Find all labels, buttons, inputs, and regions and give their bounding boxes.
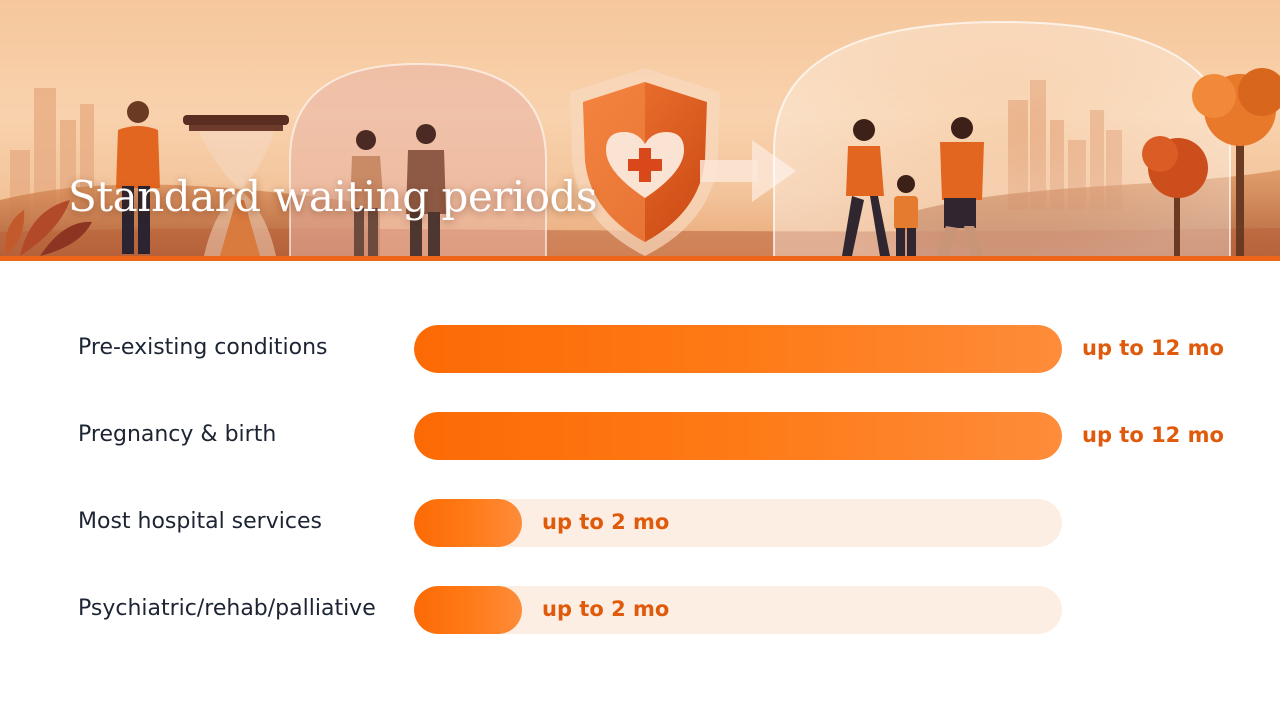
bar-track bbox=[414, 586, 1062, 634]
hero-banner: Standard waiting periods bbox=[0, 0, 1280, 256]
bar-value-label: up to 12 mo bbox=[1082, 423, 1224, 447]
bar-track bbox=[414, 325, 1062, 373]
bar-category-label: Pregnancy & birth bbox=[78, 422, 277, 447]
page-title: Standard waiting periods bbox=[68, 172, 597, 221]
hourglass-icon bbox=[183, 115, 289, 256]
banner-divider bbox=[0, 256, 1280, 261]
bar-fill bbox=[414, 586, 522, 634]
bar-fill bbox=[414, 412, 1062, 460]
leaves-icon bbox=[5, 200, 92, 256]
bar-track bbox=[414, 499, 1062, 547]
bar-track bbox=[414, 412, 1062, 460]
bar-value-label: up to 2 mo bbox=[542, 510, 670, 534]
bar-value-label: up to 2 mo bbox=[542, 597, 670, 621]
bar-value-label: up to 12 mo bbox=[1082, 336, 1224, 360]
waiting-periods-chart: Pre-existing conditions up to 12 mo Pregna… bbox=[0, 300, 1280, 680]
bar-category-label: Psychiatric/rehab/palliative bbox=[78, 596, 376, 621]
bar-fill bbox=[414, 325, 1062, 373]
bar-fill bbox=[414, 499, 522, 547]
bar-category-label: Most hospital services bbox=[78, 509, 322, 534]
hero-illustration bbox=[0, 20, 1280, 256]
couple-bubble-icon bbox=[289, 62, 547, 256]
bar-category-label: Pre-existing conditions bbox=[78, 335, 328, 360]
tree-icon bbox=[1142, 68, 1280, 256]
person-icon bbox=[116, 101, 160, 254]
shield-icon bbox=[570, 68, 720, 256]
